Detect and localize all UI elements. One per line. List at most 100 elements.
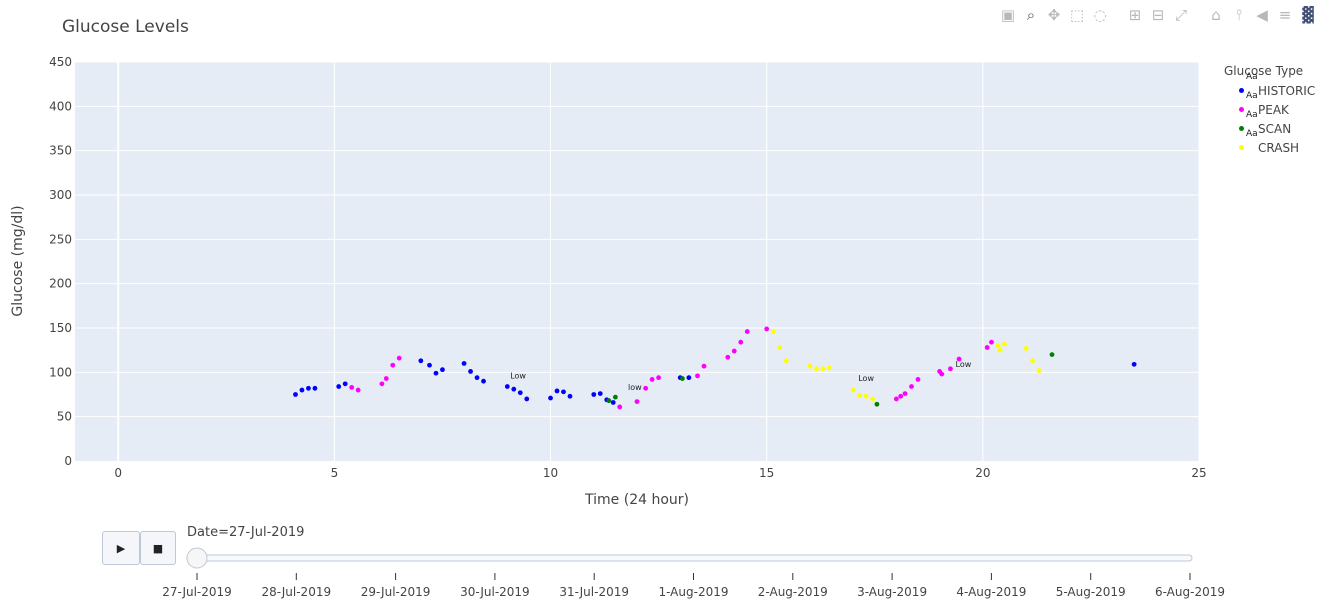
hover-compare-icon[interactable]: ≡ (1278, 6, 1292, 24)
data-point-peak[interactable] (383, 376, 389, 381)
data-point-historic[interactable] (293, 392, 298, 397)
slider-step-label[interactable]: 4-Aug-2019 (956, 585, 1026, 599)
data-point-historic[interactable] (427, 362, 432, 368)
data-point-peak[interactable] (643, 385, 649, 391)
autoscale-icon[interactable]: ⤢ (1174, 6, 1187, 24)
data-point-historic[interactable] (440, 367, 445, 373)
data-point-historic[interactable] (468, 369, 473, 374)
data-point-scan[interactable] (679, 376, 685, 381)
data-point-historic[interactable] (312, 385, 318, 391)
data-point-crash[interactable] (820, 366, 826, 372)
date-slider[interactable]: 27-Jul-2019 28-Jul-2019 29-Jul-2019 30-Jul-… (162, 547, 1225, 599)
legend-item-crash[interactable]: Aa CRASH (1210, 129, 1315, 157)
data-point-peak[interactable] (390, 362, 396, 368)
slider-step-label[interactable]: 5-Aug-2019 (1056, 585, 1126, 599)
data-point-peak[interactable] (893, 396, 899, 402)
data-point-historic[interactable] (517, 390, 523, 396)
data-point-crash[interactable] (814, 366, 819, 372)
stop-button[interactable]: ■ (140, 531, 176, 565)
data-point-peak[interactable] (396, 355, 402, 361)
data-point-crash[interactable] (826, 365, 832, 371)
play-button[interactable]: ▶ (102, 531, 140, 565)
data-point-crash[interactable] (783, 358, 789, 364)
slider-step-label[interactable]: 28-Jul-2019 (261, 585, 331, 599)
slider-step-label[interactable]: 31-Jul-2019 (559, 585, 629, 599)
data-point-crash[interactable] (770, 329, 776, 334)
lasso-icon[interactable]: ◌ (1093, 6, 1107, 24)
slider-step-label[interactable]: 27-Jul-2019 (162, 585, 232, 599)
camera-icon[interactable]: ▣ (1000, 6, 1016, 24)
data-point-historic[interactable] (686, 375, 692, 381)
data-point-peak[interactable] (939, 371, 945, 377)
zoom-in-icon[interactable]: ⊞ (1128, 6, 1142, 24)
zoom-out-icon[interactable]: ⊟ (1151, 6, 1165, 24)
data-point-peak[interactable] (349, 385, 355, 390)
data-point-peak[interactable] (656, 375, 662, 381)
data-point-peak[interactable] (379, 381, 385, 387)
data-point-peak[interactable] (731, 348, 737, 354)
data-point-peak[interactable] (649, 377, 655, 382)
pan-icon[interactable]: ✥ (1047, 6, 1061, 24)
slider-step-label[interactable]: 1-Aug-2019 (658, 585, 728, 599)
data-point-scan[interactable] (612, 394, 618, 400)
data-point-peak[interactable] (909, 384, 914, 389)
data-point-peak[interactable] (744, 329, 750, 334)
data-point-peak[interactable] (989, 339, 994, 345)
data-point-crash[interactable] (850, 387, 856, 393)
data-point-historic[interactable] (474, 375, 480, 381)
data-point-peak[interactable] (695, 373, 700, 379)
data-point-historic[interactable] (299, 387, 305, 393)
data-point-historic[interactable] (504, 384, 510, 389)
data-point-scan[interactable] (874, 401, 880, 407)
data-point-crash[interactable] (995, 343, 1001, 349)
data-point-peak[interactable] (956, 356, 962, 362)
data-point-crash[interactable] (870, 396, 876, 402)
data-point-historic[interactable] (567, 393, 573, 399)
slider-step-label[interactable]: 29-Jul-2019 (361, 585, 431, 599)
slider-step-label[interactable]: 2-Aug-2019 (758, 585, 828, 599)
data-point-historic[interactable] (561, 389, 566, 395)
data-point-scan[interactable] (606, 398, 612, 404)
data-point-crash[interactable] (807, 363, 813, 369)
data-point-historic[interactable] (511, 386, 517, 392)
data-point-historic[interactable] (591, 392, 597, 397)
data-point-historic[interactable] (342, 381, 348, 387)
slider-step-label[interactable]: 6-Aug-2019 (1155, 585, 1225, 599)
data-point-peak[interactable] (701, 363, 707, 369)
legend-item-peak[interactable]: Aa PEAK (1210, 91, 1315, 119)
data-point-historic[interactable] (610, 400, 616, 405)
data-point-crash[interactable] (1030, 358, 1035, 364)
slider-rail[interactable] (186, 554, 1193, 562)
data-point-historic[interactable] (306, 385, 311, 391)
data-point-crash[interactable] (777, 345, 783, 350)
data-point-scan[interactable] (1049, 352, 1055, 357)
data-point-peak[interactable] (355, 387, 361, 393)
data-point-crash[interactable] (1036, 368, 1042, 373)
legend-item-historic[interactable]: Aa HISTORIC (1210, 72, 1315, 100)
data-point-peak[interactable] (738, 339, 744, 345)
data-point-crash[interactable] (857, 392, 863, 398)
data-point-peak[interactable] (948, 366, 953, 372)
plot-area[interactable] (75, 62, 1199, 461)
data-point-peak[interactable] (902, 391, 908, 397)
slider-step-label[interactable]: 30-Jul-2019 (460, 585, 530, 599)
zoom-icon[interactable]: ⌕ (1026, 6, 1036, 24)
data-point-historic[interactable] (597, 391, 603, 397)
data-point-peak[interactable] (764, 326, 770, 332)
data-point-historic[interactable] (524, 396, 530, 402)
data-point-historic[interactable] (418, 358, 424, 364)
data-point-crash[interactable] (863, 393, 869, 399)
data-point-historic[interactable] (461, 361, 467, 366)
hover-closest-icon[interactable]: ◀ (1256, 6, 1268, 24)
data-point-peak[interactable] (915, 377, 921, 382)
box-select-icon[interactable]: ⬚ (1069, 6, 1085, 24)
data-point-historic[interactable] (481, 378, 486, 384)
data-point-peak[interactable] (725, 354, 731, 360)
data-point-peak[interactable] (617, 404, 623, 410)
plotly-logo-icon[interactable]: ▓ (1302, 6, 1314, 24)
data-point-crash[interactable] (1002, 341, 1007, 347)
data-point-crash[interactable] (997, 347, 1003, 353)
data-point-historic[interactable] (554, 388, 560, 394)
data-point-peak[interactable] (634, 399, 640, 404)
slider-handle[interactable] (186, 547, 208, 569)
